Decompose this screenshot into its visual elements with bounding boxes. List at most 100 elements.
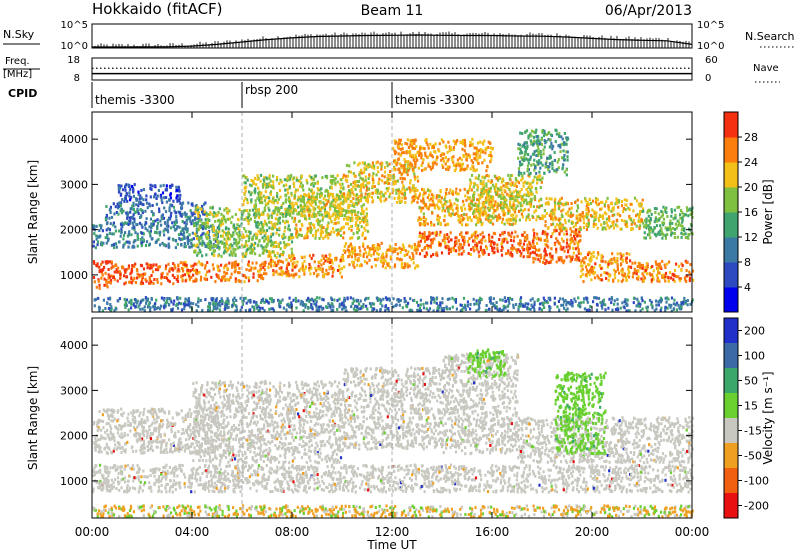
range-cell bbox=[268, 176, 271, 180]
range-cell bbox=[477, 161, 480, 165]
range-cell bbox=[223, 245, 226, 249]
range-cell bbox=[229, 233, 232, 237]
range-cell bbox=[631, 275, 634, 279]
range-cell bbox=[365, 184, 368, 188]
range-cell bbox=[418, 235, 421, 238]
range-cell bbox=[281, 215, 284, 218]
range-cell bbox=[663, 263, 666, 267]
range-cell bbox=[140, 209, 143, 212]
range-cell bbox=[487, 213, 490, 217]
range-cell bbox=[204, 264, 207, 268]
range-cell bbox=[573, 230, 576, 234]
range-cell bbox=[244, 254, 247, 258]
range-cell bbox=[648, 272, 651, 276]
range-cell bbox=[169, 186, 172, 189]
range-cell bbox=[421, 236, 424, 240]
range-cell bbox=[188, 233, 191, 237]
range-cell bbox=[401, 243, 405, 247]
range-cell bbox=[166, 272, 169, 276]
range-cell bbox=[225, 207, 228, 210]
range-cell bbox=[172, 199, 175, 203]
range-cell bbox=[217, 211, 220, 214]
range-cell bbox=[531, 239, 535, 243]
range-cell bbox=[502, 206, 505, 210]
range-cell bbox=[569, 259, 572, 263]
range-cell bbox=[485, 184, 488, 188]
range-cell bbox=[511, 197, 514, 200]
scatter-region bbox=[629, 259, 695, 284]
range-cell bbox=[328, 232, 331, 236]
range-cell bbox=[336, 180, 339, 184]
range-cell bbox=[103, 277, 106, 281]
range-cell bbox=[481, 221, 484, 225]
range-cell bbox=[496, 192, 499, 196]
range-cell bbox=[441, 203, 444, 207]
range-cell bbox=[279, 178, 282, 182]
range-cell bbox=[213, 253, 216, 257]
range-cell bbox=[238, 228, 241, 232]
range-cell bbox=[267, 265, 270, 269]
range-cell bbox=[414, 177, 417, 181]
range-cell bbox=[234, 213, 237, 216]
range-cell bbox=[123, 274, 126, 278]
range-cell bbox=[253, 233, 256, 237]
range-cell bbox=[351, 219, 354, 223]
range-cell bbox=[194, 270, 198, 274]
range-cell bbox=[565, 245, 568, 249]
nsky-panel: N.Sky 10^5 10^0 10^5 10^0 N.Search bbox=[3, 20, 796, 52]
range-cell bbox=[430, 254, 433, 258]
range-cell bbox=[316, 272, 319, 276]
range-cell bbox=[208, 230, 211, 233]
range-cell bbox=[435, 232, 438, 236]
range-cell bbox=[352, 202, 355, 206]
range-cell bbox=[308, 210, 311, 214]
range-cell bbox=[611, 252, 614, 256]
range-cell bbox=[156, 224, 159, 228]
range-cell bbox=[384, 259, 387, 263]
range-cell bbox=[204, 278, 207, 281]
range-cell bbox=[444, 144, 447, 148]
range-cell bbox=[536, 205, 539, 209]
range-cell bbox=[392, 180, 395, 184]
range-cell bbox=[152, 281, 155, 285]
range-cell bbox=[454, 249, 458, 253]
range-cell bbox=[288, 228, 291, 232]
range-cell bbox=[581, 264, 584, 268]
range-cell bbox=[376, 246, 379, 249]
range-cell bbox=[472, 194, 475, 198]
range-cell bbox=[353, 161, 356, 165]
range-cell bbox=[507, 232, 510, 236]
range-cell bbox=[263, 234, 266, 238]
range-cell bbox=[455, 241, 458, 245]
range-cell bbox=[340, 267, 343, 271]
range-cell bbox=[338, 207, 341, 211]
range-cell bbox=[388, 192, 392, 196]
range-cell bbox=[555, 250, 558, 254]
range-cell bbox=[248, 218, 251, 222]
range-cell bbox=[402, 164, 405, 168]
range-cell bbox=[257, 273, 260, 277]
range-cell bbox=[436, 218, 439, 222]
range-cell bbox=[133, 211, 136, 215]
range-cell bbox=[467, 153, 470, 157]
range-cell bbox=[455, 212, 458, 215]
range-cell bbox=[431, 211, 434, 215]
range-cell bbox=[373, 249, 376, 253]
range-cell bbox=[289, 213, 292, 217]
range-cell bbox=[107, 273, 110, 277]
range-cell bbox=[234, 277, 237, 281]
range-cell bbox=[245, 209, 249, 213]
range-cell bbox=[572, 246, 575, 250]
range-cell bbox=[194, 210, 197, 214]
range-cell bbox=[420, 206, 423, 210]
range-cell bbox=[468, 237, 471, 241]
range-cell bbox=[577, 234, 580, 238]
range-cell bbox=[474, 235, 477, 239]
range-cell bbox=[219, 223, 222, 227]
range-cell bbox=[216, 240, 219, 244]
range-cell bbox=[632, 272, 635, 276]
range-cell bbox=[165, 276, 169, 280]
range-cell bbox=[478, 240, 481, 244]
range-cell bbox=[302, 205, 305, 209]
range-cell bbox=[119, 272, 122, 276]
